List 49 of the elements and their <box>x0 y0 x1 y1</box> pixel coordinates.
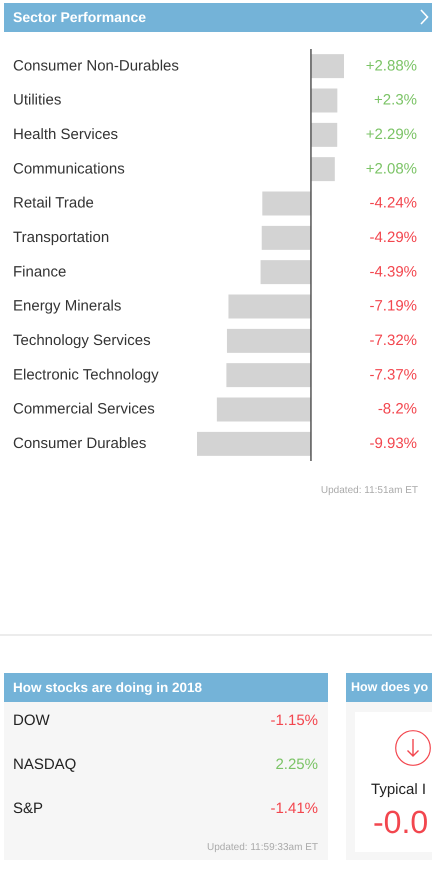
data-label: -4.39% <box>369 263 417 280</box>
data-label: -4.29% <box>369 228 417 246</box>
data-label: -4.24% <box>369 194 417 212</box>
y-tick-label: Finance <box>13 263 66 280</box>
bar <box>216 397 311 422</box>
category-label: S&P <box>13 800 44 818</box>
y-tick-label: Consumer Non-Durables <box>13 57 179 74</box>
text: -0.0 <box>373 804 428 840</box>
bar <box>262 226 311 250</box>
data-label: +2.3% <box>374 92 417 109</box>
data-label: -7.19% <box>369 298 417 315</box>
bar <box>310 157 335 182</box>
bar <box>228 294 311 319</box>
data-label: -1.41% <box>270 800 318 818</box>
bar <box>310 88 338 113</box>
y-tick-label: Transportation <box>13 228 110 246</box>
bar <box>226 363 311 388</box>
y-tick-label: Retail Trade <box>13 194 94 212</box>
category-label: DOW <box>13 712 50 730</box>
text: How does yo <box>351 679 428 696</box>
y-tick-label: Consumer Durables <box>13 434 146 452</box>
y-tick-label: Electronic Technology <box>13 366 160 384</box>
data-label: -8.2% <box>378 400 417 418</box>
y-tick-label: Communications <box>13 160 125 178</box>
y-tick-label: Health Services <box>13 126 118 143</box>
data-label: -1.15% <box>270 712 318 730</box>
data-label: +2.29% <box>366 126 417 143</box>
bar <box>226 328 311 353</box>
y-tick-label: Technology Services <box>13 332 151 349</box>
bar <box>310 122 338 147</box>
y-tick-label: Energy Minerals <box>13 298 122 315</box>
data-label: -7.37% <box>369 366 417 384</box>
y-tick-label: Commercial Services <box>13 400 155 418</box>
data-label: +2.08% <box>366 160 417 178</box>
category-label: NASDAQ <box>13 756 76 774</box>
data-label: 2.25% <box>275 756 318 774</box>
bar <box>260 260 311 284</box>
y-tick-label: Utilities <box>13 92 62 109</box>
text: How stocks are doing in 2018 <box>13 679 202 697</box>
bar <box>197 432 311 456</box>
text: Updated: 11:51am ET <box>320 485 418 496</box>
bar <box>310 54 344 78</box>
bar <box>262 191 311 216</box>
data-label: -7.32% <box>369 332 417 349</box>
data-label: -9.93% <box>369 434 417 452</box>
text: Sector Performance <box>13 8 146 27</box>
text: Typical I <box>371 781 426 799</box>
data-label: +2.88% <box>366 57 417 74</box>
text: Updated: 11:59:33am ET <box>207 842 318 853</box>
